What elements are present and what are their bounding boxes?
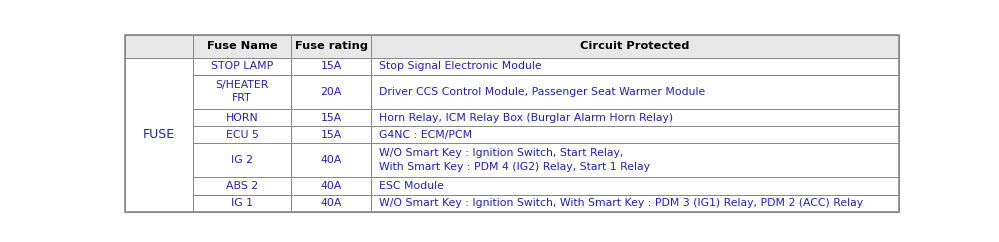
Bar [193,109,292,126]
Bar [193,177,292,195]
Text: 15A: 15A [321,113,342,122]
Text: Horn Relay, ICM Relay Box (Burglar Alarm Horn Relay): Horn Relay, ICM Relay Box (Burglar Alarm… [379,113,673,122]
Bar [292,109,371,126]
Bar [371,195,899,212]
Text: S/HEATER
FRT: S/HEATER FRT [216,80,269,104]
Text: IG 1: IG 1 [231,198,253,208]
Text: HORN: HORN [226,113,259,122]
Bar [193,58,292,75]
Text: 40A: 40A [321,155,342,165]
Bar [125,58,193,212]
Text: 20A: 20A [321,87,342,97]
Text: ABS 2: ABS 2 [226,181,258,191]
Text: ESC Module: ESC Module [379,181,444,191]
Bar [371,177,899,195]
Bar [371,143,899,177]
Text: 40A: 40A [321,198,342,208]
Bar [193,143,292,177]
Bar [292,177,371,195]
Text: Stop Signal Electronic Module: Stop Signal Electronic Module [379,61,541,71]
Bar [292,58,371,75]
Bar [292,75,371,109]
Bar [193,195,292,212]
Text: 40A: 40A [321,181,342,191]
Bar [371,35,899,58]
Text: 15A: 15A [321,130,342,140]
Text: W/O Smart Key : Ignition Switch, With Smart Key : PDM 3 (IG1) Relay, PDM 2 (ACC): W/O Smart Key : Ignition Switch, With Sm… [379,198,863,208]
Text: Driver CCS Control Module, Passenger Seat Warmer Module: Driver CCS Control Module, Passenger Sea… [379,87,705,97]
Bar [292,126,371,143]
Text: W/O Smart Key : Ignition Switch, Start Relay,
With Smart Key : PDM 4 (IG2) Relay: W/O Smart Key : Ignition Switch, Start R… [379,148,649,172]
Bar [371,109,899,126]
Bar [371,58,899,75]
Text: IG 2: IG 2 [231,155,253,165]
Bar [371,126,899,143]
Text: Fuse rating: Fuse rating [295,41,368,51]
Text: FUSE: FUSE [143,128,175,141]
Text: 15A: 15A [321,61,342,71]
Text: Circuit Protected: Circuit Protected [580,41,689,51]
Bar [193,75,292,109]
Text: Fuse Name: Fuse Name [207,41,278,51]
Bar [292,35,371,58]
Bar [292,143,371,177]
Bar [371,75,899,109]
Text: STOP LAMP: STOP LAMP [211,61,274,71]
Bar [292,195,371,212]
Text: ECU 5: ECU 5 [226,130,259,140]
Bar [125,35,193,58]
Bar [193,126,292,143]
Bar [193,35,292,58]
Text: G4NC : ECM/PCM: G4NC : ECM/PCM [379,130,472,140]
